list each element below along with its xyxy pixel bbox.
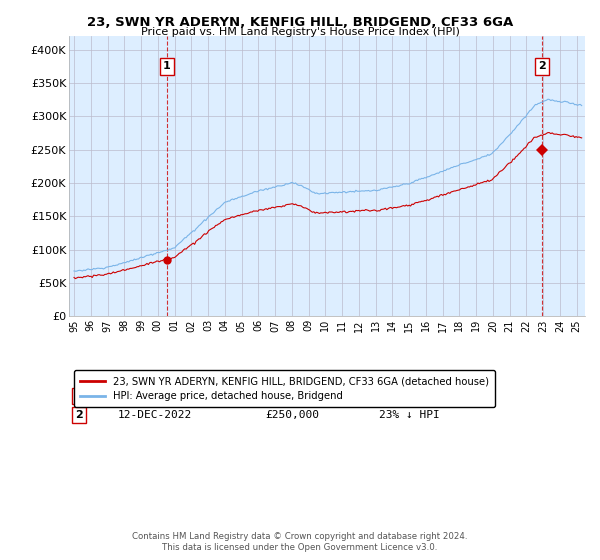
Text: 23, SWN YR ADERYN, KENFIG HILL, BRIDGEND, CF33 6GA: 23, SWN YR ADERYN, KENFIG HILL, BRIDGEND… <box>87 16 513 29</box>
Text: 23% ↓ HPI: 23% ↓ HPI <box>379 410 439 420</box>
Text: 2% ↓ HPI: 2% ↓ HPI <box>379 391 433 401</box>
Text: 12-DEC-2022: 12-DEC-2022 <box>118 410 192 420</box>
Text: Contains HM Land Registry data © Crown copyright and database right 2024.
This d: Contains HM Land Registry data © Crown c… <box>132 532 468 552</box>
Text: £250,000: £250,000 <box>265 410 319 420</box>
Legend: 23, SWN YR ADERYN, KENFIG HILL, BRIDGEND, CF33 6GA (detached house), HPI: Averag: 23, SWN YR ADERYN, KENFIG HILL, BRIDGEND… <box>74 370 495 408</box>
Text: 1: 1 <box>163 62 171 71</box>
Text: Price paid vs. HM Land Registry's House Price Index (HPI): Price paid vs. HM Land Registry's House … <box>140 27 460 37</box>
Text: 1: 1 <box>76 391 83 401</box>
Text: 19-JUL-2000: 19-JUL-2000 <box>118 391 192 401</box>
Text: £83,950: £83,950 <box>265 391 313 401</box>
Text: 2: 2 <box>538 62 546 71</box>
Text: 2: 2 <box>76 410 83 420</box>
